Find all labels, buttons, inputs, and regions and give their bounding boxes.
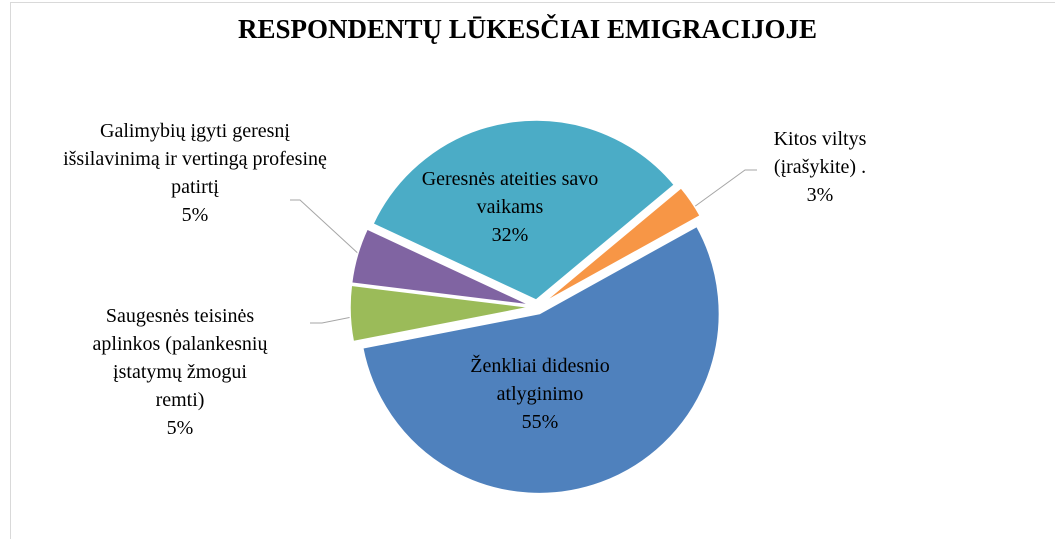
data-label: Geresnės ateities savo vaikams 32% <box>418 165 603 249</box>
data-label: Galimybių įgyti geresnį išsilavinimą ir … <box>50 117 340 229</box>
value-label: 32% <box>491 224 529 246</box>
value-label: 5% <box>166 417 194 439</box>
pie-slice <box>350 228 531 306</box>
leader-line <box>682 169 757 216</box>
pie-slice <box>542 186 702 304</box>
value-label: 55% <box>521 411 559 433</box>
category-label: Galimybių įgyti geresnį išsilavinimą ir … <box>63 120 327 198</box>
pie-slice <box>361 225 721 495</box>
data-label: Saugesnės teisinės aplinkos (palankesnių… <box>93 302 268 442</box>
chart-border <box>10 2 1055 539</box>
pie-slice <box>349 284 531 343</box>
category-label: Kitos viltys (įrašykite) . <box>773 128 867 178</box>
value-label: 5% <box>181 204 209 226</box>
leader-line <box>310 315 358 324</box>
pie-slice <box>371 119 676 301</box>
data-label: Ženkliai didesnio atlyginimo 55% <box>435 352 645 436</box>
category-label: Geresnės ateities savo vaikams <box>421 168 599 218</box>
category-label: Saugesnės teisinės aplinkos (palankesnių… <box>92 305 268 411</box>
data-label: Kitos viltys (įrašykite) . 3% <box>750 125 890 209</box>
chart-title: RESPONDENTŲ LŪKESČIAI EMIGRACIJOJE <box>237 14 818 44</box>
value-label: 3% <box>806 184 834 206</box>
category-label: Ženkliai didesnio atlyginimo <box>470 355 610 405</box>
leader-line <box>290 199 363 258</box>
